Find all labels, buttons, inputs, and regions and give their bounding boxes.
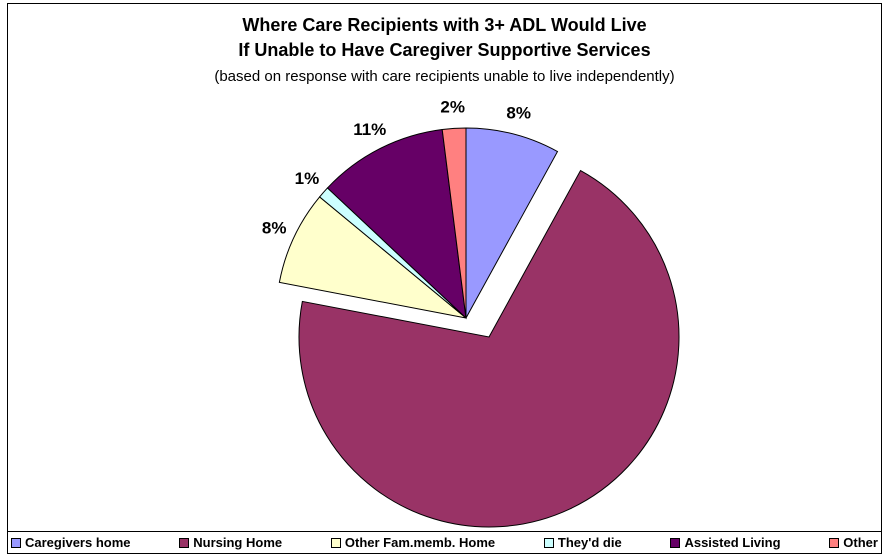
pie-slice-other-fam-memb-home — [278, 196, 467, 319]
legend-item-other-fam-memb-home: Other Fam.memb. Home — [330, 535, 496, 550]
data-label-nursing-home: 70% — [566, 527, 600, 530]
legend-label: Other — [843, 535, 878, 550]
pie-slice-other — [441, 127, 467, 319]
legend-swatch — [11, 537, 21, 548]
data-label-assisted-living: 11% — [353, 120, 386, 139]
pie-chart: 8% 70% 8% 1% 11% 2% — [262, 97, 680, 530]
data-label-they-d-die: 1% — [295, 169, 320, 188]
legend-swatch — [829, 537, 840, 548]
pie-slice-nursing-home — [298, 169, 680, 528]
legend-label: Other Fam.memb. Home — [344, 535, 496, 550]
legend-item-they-d-die: They'd die — [543, 535, 622, 550]
legend-swatch — [543, 537, 554, 548]
data-label-other-fam-memb-home: 8% — [262, 219, 287, 238]
legend-label: Caregivers home — [25, 535, 131, 550]
chart-area: Where Care Recipients with 3+ ADL Would … — [7, 3, 882, 554]
legend-swatch — [179, 537, 190, 548]
pie-slice-assisted-living — [326, 128, 467, 320]
legend-item-nursing-home: Nursing Home — [179, 535, 282, 550]
data-label-caregivers-home: 8% — [506, 104, 531, 123]
data-label-other: 2% — [440, 97, 465, 116]
legend-label: Nursing Home — [193, 535, 283, 550]
legend-item-caregivers-home: Caregivers home — [11, 535, 131, 550]
legend: Caregivers home Nursing Home Other Fam.mem… — [8, 531, 881, 553]
legend-item-other: Other — [829, 535, 878, 550]
chart-subtitle: (based on response with care recipients … — [214, 68, 675, 85]
legend-item-assisted-living: Assisted Living — [670, 535, 781, 550]
legend-label: They'd die — [557, 535, 622, 550]
chart-title-line2: If Unable to Have Caregiver Supportive S… — [238, 40, 651, 60]
legend-swatch — [330, 537, 341, 548]
pie-slice-caregivers-home — [465, 127, 559, 319]
legend-swatch — [670, 537, 681, 548]
chart-title: Where Care Recipients with 3+ ADL Would … — [242, 15, 647, 35]
legend-label: Assisted Living — [684, 535, 781, 550]
